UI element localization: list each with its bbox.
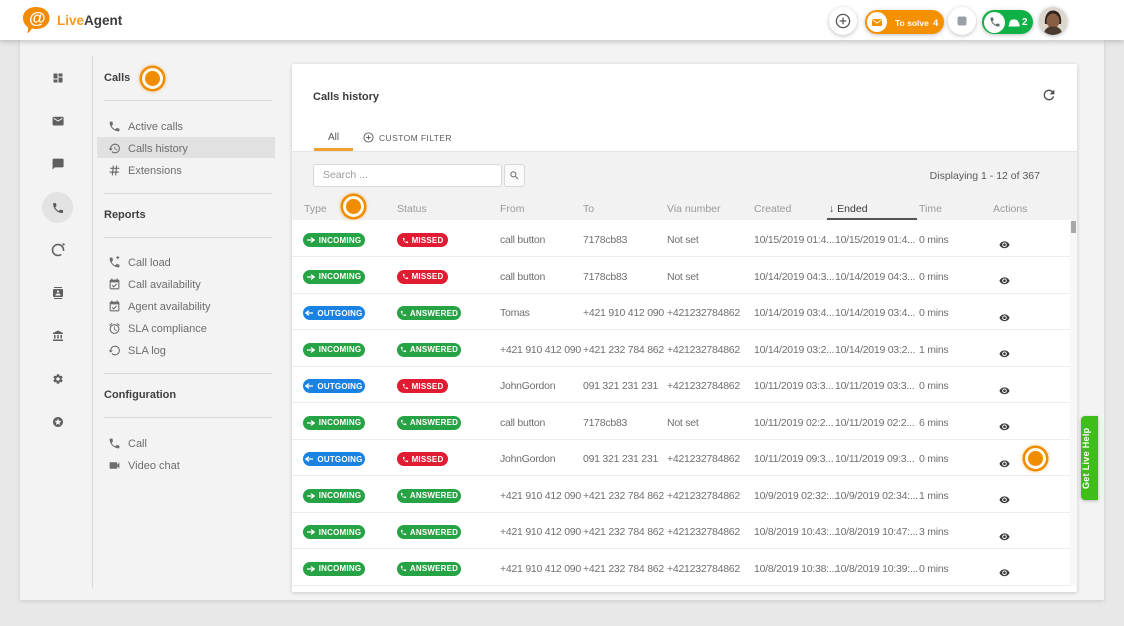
svg-text:@: @: [29, 9, 46, 28]
